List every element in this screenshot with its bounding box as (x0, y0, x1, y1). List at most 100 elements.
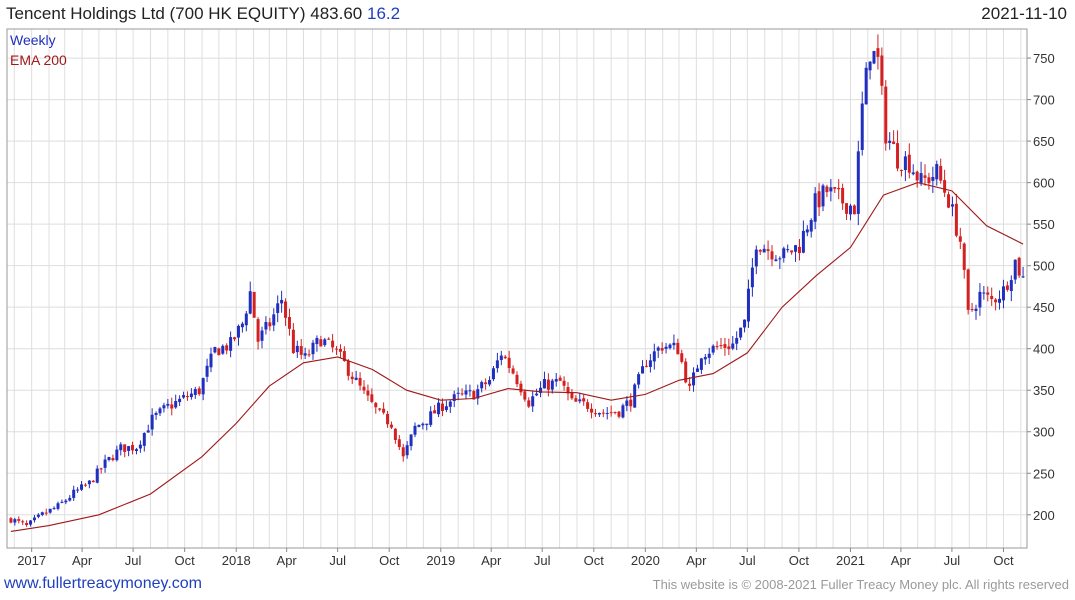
candle-down (758, 249, 762, 252)
candle-up (652, 351, 656, 362)
candle-up (491, 368, 495, 380)
candle-down (131, 444, 135, 451)
candle-down (523, 391, 527, 400)
candle-down (484, 382, 488, 385)
candle-up (911, 172, 915, 175)
x-tick-label: Jul (534, 553, 551, 568)
chart-title: Tencent Holdings Ltd (700 HK EQUITY) 483… (6, 4, 400, 24)
candle-down (884, 86, 888, 144)
candle-up (848, 205, 852, 215)
candle-up (703, 357, 707, 360)
candle-down (629, 399, 633, 407)
candle-down (958, 236, 962, 242)
candle-up (276, 303, 280, 313)
candle-up (794, 245, 798, 252)
candle-down (393, 428, 397, 440)
candle-up (452, 394, 456, 402)
candle-up (162, 405, 166, 409)
y-tick-label: 700 (1033, 93, 1055, 108)
candle-up (468, 390, 472, 392)
candle-up (774, 259, 778, 262)
candle-up (464, 390, 468, 395)
candle-up (209, 353, 213, 368)
candle-up (754, 249, 758, 267)
candle-down (338, 348, 342, 352)
footer-site-link[interactable]: www.fullertreacymoney.com (4, 575, 202, 592)
candle-up (801, 230, 805, 253)
candle-up (605, 413, 609, 415)
candle-up (656, 347, 660, 351)
candle-down (99, 468, 103, 470)
candle-up (409, 434, 413, 447)
candle-down (268, 322, 272, 327)
candle-up (578, 399, 582, 402)
candle-up (119, 444, 123, 451)
y-tick-label: 650 (1033, 134, 1055, 149)
candle-up (888, 140, 892, 143)
candle-up (264, 322, 268, 330)
candle-down (9, 518, 13, 523)
candle-down (880, 55, 884, 86)
candle-up (786, 249, 790, 251)
candle-up (805, 229, 809, 233)
candle-up (295, 345, 299, 353)
candle-up (437, 402, 441, 415)
candle-up (272, 314, 276, 326)
candle-down (660, 348, 664, 351)
legend-ema: EMA 200 (10, 52, 67, 68)
candle-up (743, 319, 747, 328)
candle-down (170, 404, 174, 409)
y-tick-label: 300 (1033, 425, 1055, 440)
candle-down (601, 412, 605, 414)
candle-up (240, 323, 244, 328)
candle-up (1009, 280, 1013, 292)
candle-up (935, 164, 939, 180)
candle-up (311, 342, 315, 355)
candle-down (217, 348, 221, 356)
candle-up (32, 517, 36, 521)
candle-down (947, 194, 951, 208)
candle-down (1005, 285, 1009, 290)
candle-down (899, 170, 903, 172)
candle-down (723, 344, 727, 348)
candle-down (770, 251, 774, 260)
candle-up (303, 353, 307, 356)
candle-down (358, 377, 362, 386)
candles (9, 34, 1025, 527)
candle-down (346, 360, 350, 376)
candle-down (319, 339, 323, 347)
candle-down (44, 512, 48, 514)
candle-down (892, 141, 896, 144)
candle-down (970, 308, 974, 310)
y-tick-label: 750 (1033, 51, 1055, 66)
candle-down (590, 408, 594, 413)
candle-up (597, 412, 601, 415)
x-tick-label: Oct (175, 553, 196, 568)
candle-down (923, 175, 927, 178)
y-tick-label: 200 (1033, 508, 1055, 523)
candle-up (974, 308, 978, 311)
candle-down (366, 390, 370, 396)
candle-up (699, 358, 703, 370)
candle-up (60, 501, 64, 503)
candle-up (166, 403, 170, 406)
candle-down (252, 291, 256, 318)
x-tick-label: Apr (481, 553, 502, 568)
candle-down (966, 269, 970, 310)
candle-down (617, 411, 621, 417)
candle-up (72, 489, 76, 498)
candle-down (21, 521, 25, 523)
candle-up (260, 330, 264, 341)
candle-down (845, 203, 849, 214)
candle-up (48, 508, 52, 513)
candle-down (907, 154, 911, 173)
candle-up (146, 430, 150, 433)
candle-down (915, 171, 919, 181)
x-tick-label: Apr (686, 553, 707, 568)
candle-down (350, 376, 354, 380)
x-tick-label: Jul (944, 553, 961, 568)
candle-up (52, 508, 56, 510)
candle-down (519, 383, 523, 393)
x-tick-label: 2019 (426, 553, 455, 568)
candle-up (762, 248, 766, 253)
